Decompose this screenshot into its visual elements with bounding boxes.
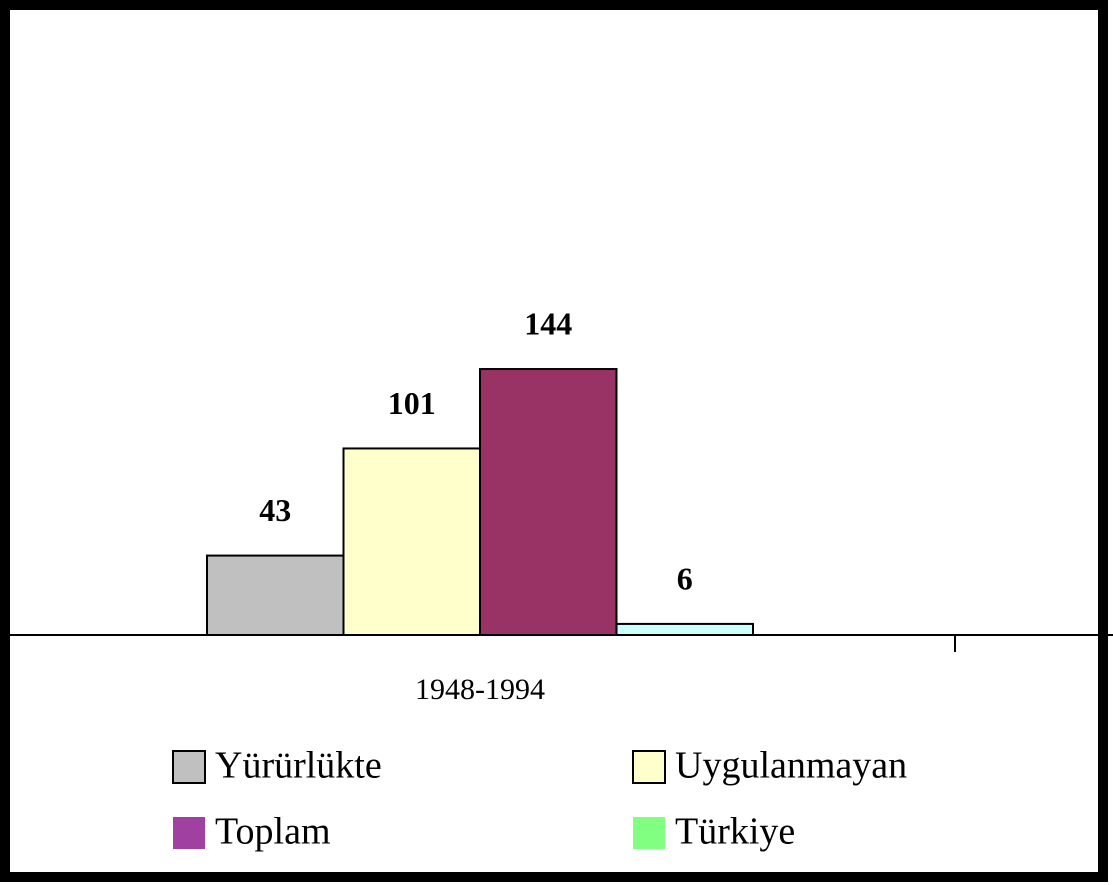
legend-swatch — [632, 750, 666, 784]
legend-label: Yürürlükte — [215, 745, 382, 787]
legend-label: Türkiye — [675, 811, 795, 853]
legend-label: Toplam — [215, 811, 331, 853]
legend-label: Uygulanmayan — [675, 745, 907, 787]
legend-swatch — [633, 817, 665, 849]
data-label: 101 — [388, 385, 436, 421]
data-label: 43 — [259, 492, 291, 528]
legend-swatch — [172, 750, 206, 784]
bar — [342, 447, 481, 636]
x-tick-label: 1948-1994 — [415, 673, 545, 706]
data-label: 144 — [524, 305, 572, 341]
bar — [206, 554, 345, 636]
data-label: 6 — [677, 560, 693, 596]
bar — [615, 622, 754, 637]
bar — [479, 368, 618, 636]
legend-swatch — [173, 817, 205, 849]
